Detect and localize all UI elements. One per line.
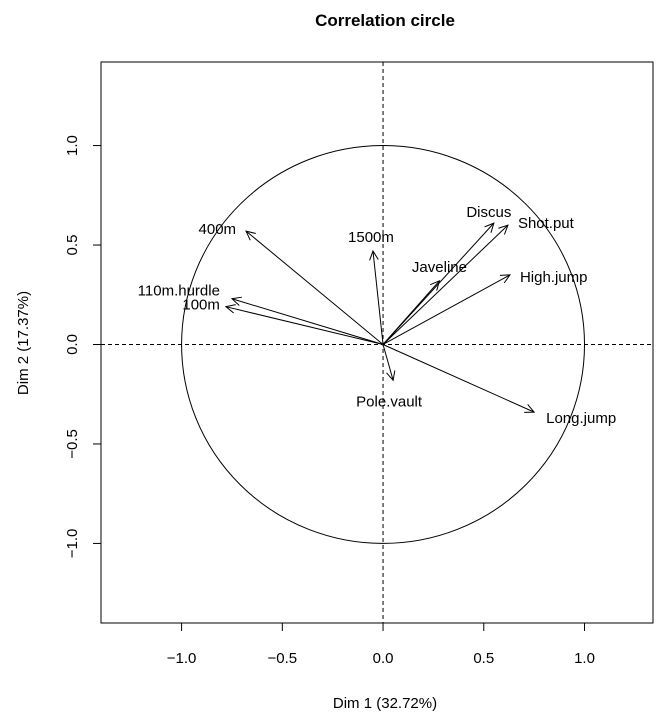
arrow-head bbox=[245, 230, 256, 241]
variable-label-pole-vault: Pole.vault bbox=[356, 393, 423, 410]
arrow-shaft bbox=[382, 280, 440, 345]
variable-label-javeline: Javeline bbox=[412, 259, 467, 276]
x-tick-label: −0.5 bbox=[268, 650, 298, 667]
variable-arrow-400m: 400m bbox=[199, 221, 384, 345]
arrow-head bbox=[386, 370, 396, 382]
x-tick-label: 0.5 bbox=[473, 650, 494, 667]
variable-arrow-javeline: Javeline bbox=[382, 259, 467, 345]
arrow-head bbox=[230, 296, 242, 306]
arrow-shaft bbox=[225, 306, 384, 345]
y-axis-title: Dim 2 (17.37%) bbox=[15, 291, 32, 395]
variable-label-1500m: 1500m bbox=[348, 229, 394, 246]
y-tick-label: −0.5 bbox=[64, 429, 81, 459]
variable-label-high-jump: High.jump bbox=[520, 269, 588, 286]
arrow-shaft bbox=[382, 344, 535, 413]
x-axis-title: Dim 1 (32.72%) bbox=[333, 695, 437, 712]
arrow-shaft bbox=[382, 274, 511, 345]
arrow-shaft bbox=[231, 298, 384, 345]
variable-label-100m: 100m bbox=[182, 297, 220, 314]
arrow-head bbox=[484, 222, 495, 233]
arrow-head bbox=[224, 304, 236, 314]
variable-label-shot-put: Shot.put bbox=[518, 215, 575, 232]
variable-arrow-shot-put: Shot.put bbox=[382, 215, 575, 345]
unit-circle bbox=[181, 145, 586, 544]
variable-arrow-long-jump: Long.jump bbox=[382, 344, 616, 427]
variable-label-110m-hurdle: 110m.hurdle bbox=[138, 283, 220, 300]
variable-arrow-110m-hurdle: 110m.hurdle bbox=[138, 283, 384, 345]
arrow-head bbox=[430, 279, 441, 291]
variable-label-400m: 400m bbox=[199, 221, 237, 238]
variable-arrow-100m: 100m bbox=[182, 297, 384, 345]
chart-title: Correlation circle bbox=[315, 11, 455, 30]
y-tick-label: −1.0 bbox=[64, 529, 81, 559]
arrow-shaft bbox=[245, 230, 384, 345]
y-tick-label: 0.5 bbox=[64, 235, 81, 256]
y-axis: −1.0 −0.5 0.0 0.5 1.0 bbox=[64, 135, 102, 559]
variable-arrow-high-jump: High.jump bbox=[382, 269, 588, 345]
arrow-head bbox=[498, 224, 509, 235]
x-tick-label: 0.0 bbox=[373, 650, 394, 667]
arrow-shaft bbox=[382, 344, 394, 381]
y-tick-label: 1.0 bbox=[64, 135, 81, 156]
arrow-head bbox=[369, 249, 379, 261]
variable-arrow-1500m: 1500m bbox=[348, 229, 394, 345]
variable-label-long-jump: Long.jump bbox=[546, 410, 616, 427]
x-axis: −1.0 −0.5 0.0 0.5 1.0 bbox=[167, 622, 595, 667]
y-tick-label: 0.0 bbox=[64, 334, 81, 355]
arrow-shaft bbox=[382, 224, 509, 345]
variable-label-discus: Discus bbox=[466, 204, 511, 221]
arrow-shaft bbox=[372, 250, 384, 345]
x-tick-label: −1.0 bbox=[167, 650, 197, 667]
arrow-head bbox=[524, 404, 536, 413]
x-tick-label: 1.0 bbox=[574, 650, 595, 667]
variable-arrow-pole-vault: Pole.vault bbox=[356, 344, 423, 410]
arrow-head bbox=[499, 274, 511, 284]
